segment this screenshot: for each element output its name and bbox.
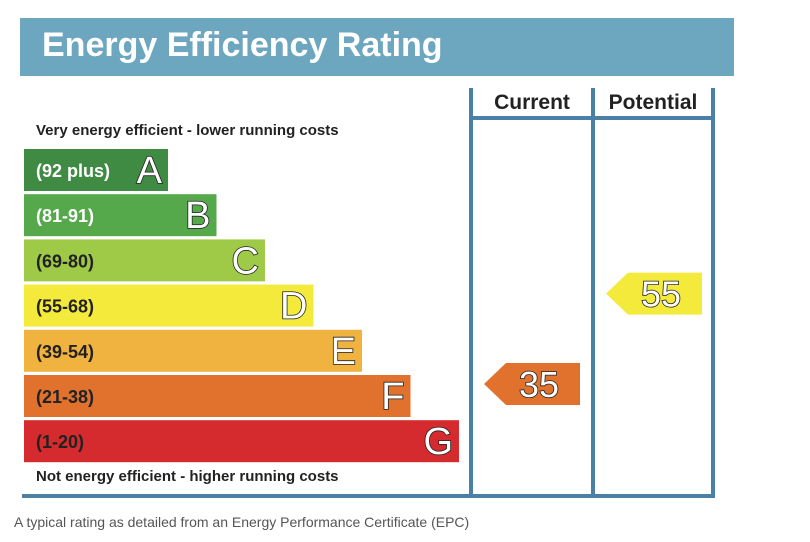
rating-bands: (92 plus) A(81-91) B(69-80) C(55-68) D(39-54… [24,149,459,464]
band-b: (81-91) B [24,194,217,238]
band-letter-b: B [185,195,210,237]
band-range-f: (21-38) [36,387,94,407]
band-letter-e: E [331,331,356,373]
band-range-g: (1-20) [36,432,84,452]
band-letter-d: D [280,286,307,328]
band-letter-a: A [137,150,163,192]
potential-rating-value: 55 [641,274,681,315]
band-letter-f: F [381,376,404,418]
band-bar-a [24,149,168,191]
band-bar-g [24,420,459,463]
band-bar-f [24,375,411,417]
top-note: Very energy efficient - lower running co… [36,122,339,139]
bottom-note: Not energy efficient - higher running co… [36,468,339,485]
band-range-a: (92 plus) [36,161,110,181]
rating-arrows: 35 55 [484,272,702,406]
current-rating-value: 35 [519,364,559,405]
band-bar-b [24,194,217,237]
band-bar-c [24,239,265,282]
band-letter-g: G [423,421,453,463]
band-g: (1-20) G [24,420,459,464]
column-header-potential: Potential [609,91,698,114]
band-range-d: (55-68) [36,297,94,317]
band-letter-c: C [232,240,259,282]
column-header-current: Current [494,91,570,114]
band-bar-d [24,284,314,327]
chart-title: Energy Efficiency Rating [42,26,443,64]
band-c: (69-80) C [24,239,265,283]
potential-rating-arrow: 55 [606,272,702,315]
band-e: (39-54) E [24,329,362,374]
band-f: (21-38) F [24,375,411,419]
band-range-c: (69-80) [36,251,94,271]
title-bar: Energy Efficiency Rating [20,18,734,76]
band-d: (55-68) D [24,284,314,328]
band-range-e: (39-54) [36,342,94,362]
band-range-b: (81-91) [36,206,94,226]
band-a: (92 plus) A [24,149,168,193]
caption: A typical rating as detailed from an Ene… [14,514,470,530]
epc-chart: Current Potential Very energy efficient … [22,88,715,498]
column-frame [22,88,715,498]
current-rating-arrow: 35 [484,363,580,406]
band-bar-e [24,329,362,372]
potential-arrow-shape [606,272,702,315]
current-arrow-shape [484,363,580,405]
